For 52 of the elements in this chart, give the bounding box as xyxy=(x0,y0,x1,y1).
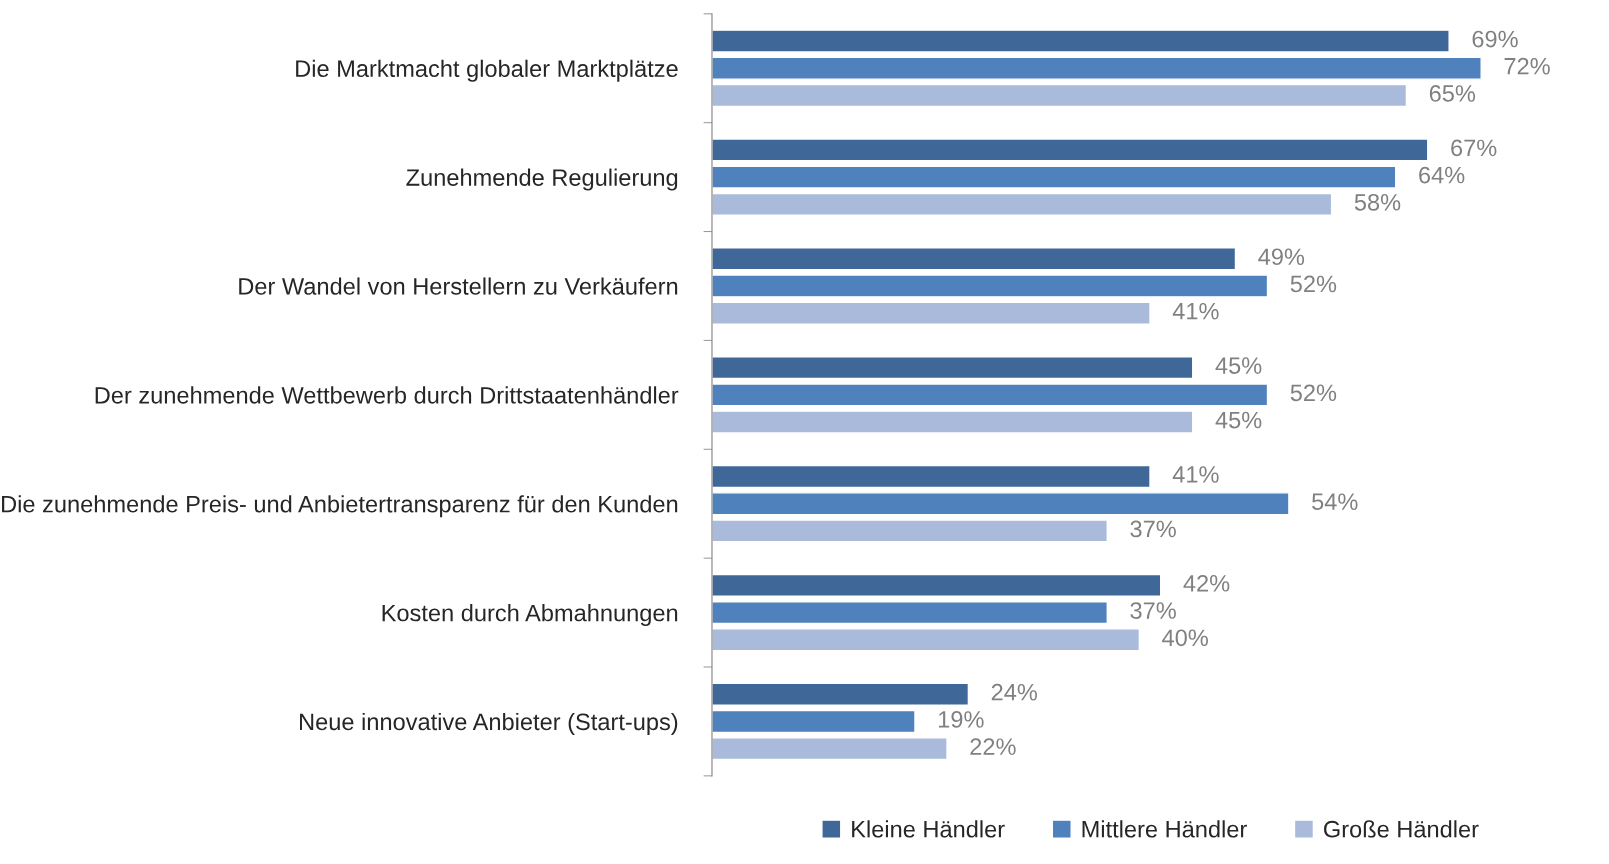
data-label: 67% xyxy=(1451,139,1497,157)
y-tick-label: Kosten durch Abmahnungen xyxy=(382,604,678,627)
bar xyxy=(711,83,1408,108)
data-label: 22% xyxy=(970,738,1016,755)
data-label: 45% xyxy=(1215,411,1262,429)
bar xyxy=(711,464,1151,489)
bar xyxy=(711,737,948,761)
data-label: 42% xyxy=(1183,574,1230,592)
bar xyxy=(711,165,1397,189)
data-label: 24% xyxy=(991,683,1038,701)
data-label: 52% xyxy=(1290,384,1337,402)
data-label: 41% xyxy=(1172,466,1219,483)
y-tick-label: Die zunehmende Preis- und Anbietertransparenz für den Kunden xyxy=(2,495,678,518)
bar xyxy=(711,138,1429,162)
data-label: 69% xyxy=(1472,30,1518,48)
data-label: 40% xyxy=(1162,629,1208,647)
bar xyxy=(711,709,916,734)
bar xyxy=(711,682,970,706)
data-label: 45% xyxy=(1215,357,1262,374)
bar xyxy=(711,56,1482,80)
legend-label: Kleine Händler xyxy=(852,820,1005,838)
bar xyxy=(711,301,1151,325)
bar xyxy=(711,247,1237,271)
bar xyxy=(711,274,1269,298)
data-label: 49% xyxy=(1258,248,1305,266)
y-tick-label: Der Wandel von Herstellern zu Verkäufern xyxy=(239,277,678,295)
y-tick-label: Der zunehmende Wettbewerb durch Drittstaatenhändler xyxy=(95,386,679,404)
y-tick-label: Zunehmende Regulierung xyxy=(406,168,678,191)
bar xyxy=(711,519,1108,543)
data-label: 37% xyxy=(1130,520,1176,538)
data-label: 54% xyxy=(1312,493,1358,511)
data-label: 58% xyxy=(1354,193,1401,211)
legend-label: Mittlere Händler xyxy=(1082,820,1247,838)
bar xyxy=(711,600,1108,625)
data-label: 37% xyxy=(1130,602,1176,619)
legend-label: Große Händler xyxy=(1324,820,1479,838)
data-label: 41% xyxy=(1172,302,1219,320)
bar xyxy=(711,410,1194,434)
bar xyxy=(711,383,1269,407)
data-label: 72% xyxy=(1504,57,1550,75)
data-label: 52% xyxy=(1290,275,1337,293)
data-label: 64% xyxy=(1419,166,1465,184)
bar xyxy=(711,192,1333,216)
data-label: 65% xyxy=(1429,85,1476,102)
bar xyxy=(711,29,1450,53)
bar xyxy=(711,356,1194,380)
bar xyxy=(711,628,1141,652)
y-tick-label: Die Marktmacht globaler Marktplätze xyxy=(296,59,678,82)
bar xyxy=(711,492,1290,516)
data-label: 19% xyxy=(938,711,984,728)
bar xyxy=(711,573,1162,597)
y-tick-label: Neue innovative Anbieter (Start-ups) xyxy=(300,712,678,735)
